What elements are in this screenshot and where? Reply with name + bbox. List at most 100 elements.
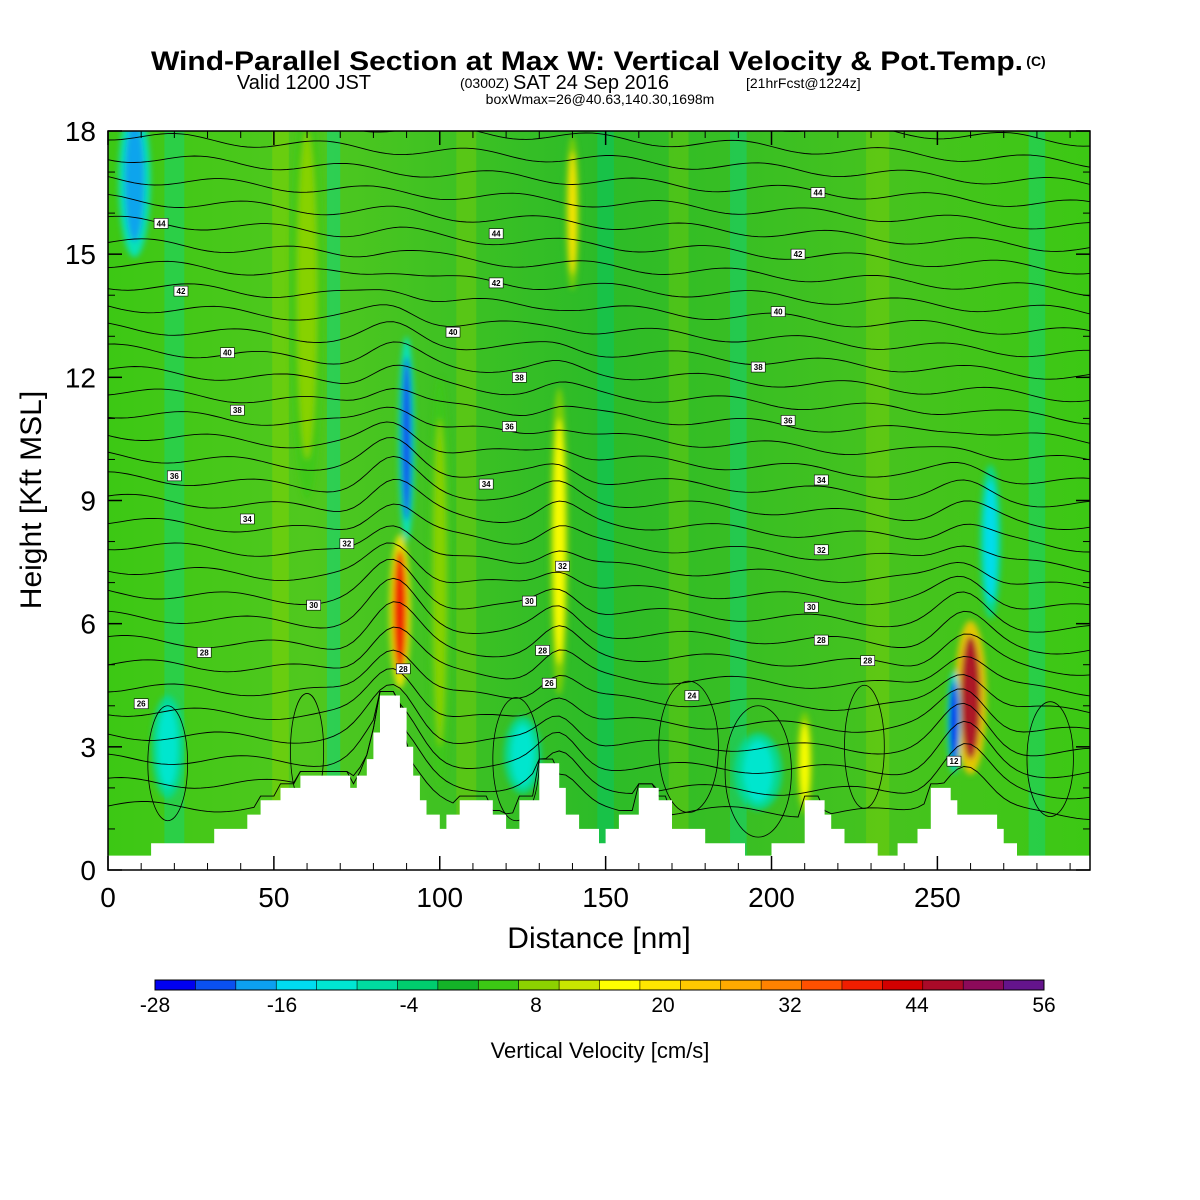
colorbar-tick-label: 44 bbox=[905, 994, 929, 1017]
contour-label: 36 bbox=[780, 415, 796, 426]
y-tick-label: 15 bbox=[65, 239, 96, 270]
x-axis-label: Distance [nm] bbox=[507, 922, 690, 955]
theta-contour-line bbox=[108, 690, 1090, 779]
contour-label: 28 bbox=[813, 634, 829, 646]
theta-contour-line bbox=[108, 304, 1090, 358]
contour-label-box bbox=[810, 187, 826, 198]
theta-contour-line bbox=[108, 176, 1090, 230]
colorbar-tick-label: -4 bbox=[400, 994, 419, 1017]
velocity-cell bbox=[553, 418, 565, 665]
forecast-info: [21hrFcst@1224z] bbox=[746, 75, 861, 91]
colorbar-swatch bbox=[478, 980, 519, 990]
y-tick-label: 18 bbox=[65, 116, 96, 147]
contour-label: 34 bbox=[478, 478, 494, 490]
copyright-mark: (C) bbox=[1026, 53, 1045, 69]
theta-contour-line bbox=[108, 406, 1090, 461]
contour-label-box bbox=[488, 228, 504, 239]
contour-label-text: 44 bbox=[157, 219, 166, 228]
colorbar-swatch bbox=[1003, 980, 1045, 990]
colorbar-swatch bbox=[316, 980, 358, 990]
x-tick-label: 250 bbox=[914, 882, 961, 913]
y-tick-label: 12 bbox=[65, 362, 96, 393]
contour-label-box bbox=[339, 538, 355, 549]
w-contour-loop bbox=[492, 697, 540, 822]
contour-label-text: 40 bbox=[774, 308, 783, 317]
contour-label: 32 bbox=[813, 544, 829, 556]
x-tick-label: 200 bbox=[748, 882, 795, 913]
contour-label-box bbox=[220, 347, 235, 359]
colorbar-swatch bbox=[437, 980, 479, 990]
contour-label-box bbox=[770, 306, 786, 317]
y-tick-label: 0 bbox=[80, 855, 96, 886]
velocity-cell bbox=[960, 635, 981, 760]
w-contour-loop bbox=[724, 705, 792, 838]
colorbar: -28 -16 -4 8 20 32 44 56 bbox=[140, 979, 1056, 1017]
contour-label: 44 bbox=[153, 218, 169, 229]
theta-contours bbox=[108, 131, 1090, 838]
colorbar-tick-label: 56 bbox=[1032, 994, 1055, 1017]
w-contour-loop bbox=[1026, 701, 1074, 818]
contour-label-text: 26 bbox=[137, 700, 146, 709]
velocity-cell bbox=[511, 724, 535, 786]
contour-label-text: 34 bbox=[817, 476, 826, 485]
colorbar-swatch bbox=[882, 980, 924, 990]
contour-label-box bbox=[445, 326, 461, 338]
contour-label-box bbox=[555, 560, 570, 572]
theta-contour-line bbox=[108, 133, 1090, 185]
contour-label-text: 26 bbox=[545, 679, 554, 688]
contour-label-text: 32 bbox=[817, 546, 826, 555]
valid-time: Valid 1200 JST bbox=[237, 72, 371, 94]
colorbar-swatch bbox=[357, 980, 398, 990]
w-contour-loop bbox=[844, 684, 885, 809]
box-wmax: boxWmax=26@40.63,140.30,1698m bbox=[486, 91, 715, 107]
contour-label-box bbox=[196, 647, 212, 658]
contour-label-box bbox=[780, 415, 796, 426]
theta-contour-line bbox=[108, 341, 1090, 403]
contour-label: 38 bbox=[230, 404, 245, 416]
x-tick-label: 0 bbox=[100, 882, 116, 913]
contour-label: 24 bbox=[684, 690, 700, 701]
colorbar-swatch bbox=[841, 980, 883, 990]
contour-label: 30 bbox=[306, 599, 321, 611]
valid-time-utc: (0300Z) bbox=[460, 75, 509, 91]
contour-label: 40 bbox=[770, 306, 786, 317]
theta-contour-line bbox=[108, 668, 1090, 733]
contour-label-text: 42 bbox=[177, 287, 186, 296]
contour-label: 28 bbox=[535, 645, 550, 656]
contour-labels: 26 28 30 32 34 36 38 40 42 44 44 42 40 38 36 34 32 30 28 26… bbox=[133, 187, 962, 767]
contour-label: 42 bbox=[173, 285, 189, 297]
x-axis: 0 50 100 150 200 250 bbox=[100, 131, 1071, 913]
contour-label: 38 bbox=[512, 372, 527, 383]
velocity-cell bbox=[983, 479, 998, 604]
colorbar-swatch bbox=[720, 980, 762, 990]
contour-label-text: 28 bbox=[399, 665, 408, 674]
chart-title: Wind-Parallel Section at Max W: Vertical… bbox=[151, 46, 1023, 76]
contour-label-box bbox=[535, 645, 550, 656]
theta-contour-line bbox=[108, 321, 1090, 380]
theta-contour-line bbox=[108, 478, 1090, 553]
contour-label: 44 bbox=[810, 187, 826, 198]
velocity-band bbox=[597, 131, 614, 870]
velocity-cell bbox=[401, 356, 412, 522]
x-tick-label: 150 bbox=[582, 882, 629, 913]
velocity-cell bbox=[949, 681, 959, 764]
background-field bbox=[108, 131, 1090, 870]
contour-label: 44 bbox=[488, 228, 504, 239]
contour-label-text: 38 bbox=[515, 373, 524, 382]
contour-label-box bbox=[750, 361, 766, 373]
contour-label: 12 bbox=[946, 755, 962, 767]
contour-label-text: 38 bbox=[754, 363, 763, 372]
contour-label-text: 38 bbox=[233, 406, 242, 415]
y-tick-label: 9 bbox=[80, 486, 96, 517]
contour-label-box bbox=[790, 248, 806, 260]
contour-label-text: 34 bbox=[243, 515, 252, 524]
colorbar-tick-label: 32 bbox=[778, 994, 801, 1017]
theta-contour-line bbox=[108, 649, 1090, 714]
colorbar-swatch bbox=[801, 980, 843, 990]
contour-label-box bbox=[167, 470, 182, 482]
contour-label: 38 bbox=[750, 361, 766, 373]
colorbar-tick-label: 20 bbox=[651, 994, 674, 1017]
colorbar-tick-label: -16 bbox=[267, 994, 297, 1017]
contour-label-text: 36 bbox=[170, 472, 179, 481]
